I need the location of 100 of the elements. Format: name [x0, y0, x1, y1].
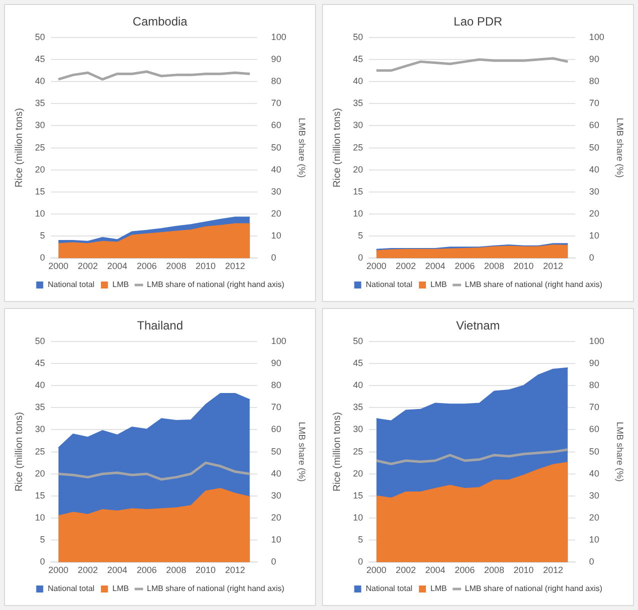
x-tick-label: 2002: [396, 261, 416, 272]
y2-tick-label: 50: [589, 142, 600, 152]
x-tick-label: 2010: [196, 565, 216, 576]
y-axis-title: Rice (million tons): [332, 412, 343, 492]
x-tick-label: 2006: [454, 261, 475, 272]
x-tick-label: 2000: [366, 565, 386, 576]
legend-label: LMB share of national (right hand axis): [146, 280, 285, 290]
legend-label: LMB: [112, 280, 129, 290]
y2-axis-title: LMB share (%): [615, 118, 626, 178]
y2-tick-label: 90: [271, 358, 282, 368]
y-tick-label: 15: [352, 490, 364, 500]
legend-label: National total: [366, 280, 413, 290]
x-tick-label: 2008: [166, 565, 186, 576]
y2-tick-label: 30: [271, 490, 282, 500]
y-tick-label: 45: [352, 54, 364, 64]
y2-tick-label: 80: [271, 380, 282, 390]
chart-title: Lao PDR: [454, 14, 503, 29]
y-tick-label: 35: [352, 98, 364, 108]
y-axis-title: Rice (million tons): [14, 108, 25, 188]
chart-title: Thailand: [136, 318, 184, 333]
y-tick-label: 10: [352, 208, 364, 219]
y2-tick-label: 30: [271, 186, 282, 196]
y-tick-label: 40: [352, 76, 364, 86]
y-tick-label: 15: [34, 186, 46, 196]
y2-tick-label: 60: [589, 120, 600, 130]
y2-tick-label: 60: [271, 424, 282, 434]
y-tick-label: 5: [358, 230, 364, 241]
x-tick-label: 2000: [366, 261, 386, 272]
y2-tick-label: 70: [589, 98, 600, 108]
chart-title: Cambodia: [132, 14, 188, 29]
x-tick-label: 2010: [514, 565, 534, 576]
y2-tick-label: 100: [271, 32, 286, 42]
y2-tick-label: 60: [271, 120, 282, 130]
y2-tick-label: 100: [589, 336, 604, 346]
legend-label: LMB: [430, 280, 447, 290]
y-axis-title: Rice (million tons): [14, 412, 25, 492]
y-tick-label: 30: [34, 120, 46, 130]
y2-axis-title: LMB share (%): [297, 118, 308, 178]
y-tick-label: 40: [34, 76, 46, 86]
y-tick-label: 50: [34, 32, 46, 42]
legend-label: LMB: [430, 584, 447, 594]
y-tick-label: 15: [352, 186, 364, 196]
legend-label: National total: [366, 584, 413, 594]
x-tick-label: 2012: [543, 565, 564, 576]
y2-tick-label: 10: [271, 534, 282, 545]
y2-tick-label: 0: [589, 556, 594, 567]
y-axis-title: Rice (million tons): [332, 108, 343, 188]
y2-tick-label: 80: [589, 76, 600, 86]
y2-tick-label: 20: [271, 208, 282, 219]
y-tick-label: 40: [352, 380, 364, 390]
y2-tick-label: 30: [589, 490, 600, 500]
y2-tick-label: 10: [271, 230, 282, 241]
y-tick-label: 35: [34, 98, 46, 108]
y2-tick-label: 80: [589, 380, 600, 390]
y2-tick-label: 20: [589, 512, 600, 523]
x-tick-label: 2002: [78, 261, 98, 272]
y2-tick-label: 70: [589, 402, 600, 412]
y-tick-label: 30: [352, 120, 364, 130]
y-tick-label: 10: [34, 512, 46, 523]
x-tick-label: 2000: [48, 565, 68, 576]
y2-tick-label: 20: [589, 208, 600, 219]
y2-tick-label: 0: [589, 252, 594, 263]
x-tick-label: 2010: [196, 261, 216, 272]
x-tick-label: 2006: [136, 261, 157, 272]
y-tick-label: 0: [40, 252, 46, 263]
y2-tick-label: 50: [589, 446, 600, 456]
y2-tick-label: 90: [271, 54, 282, 64]
y2-tick-label: 80: [271, 76, 282, 86]
y2-tick-label: 10: [589, 534, 600, 545]
y-tick-label: 30: [34, 424, 46, 434]
x-tick-label: 2000: [48, 261, 68, 272]
y-tick-label: 25: [34, 142, 46, 152]
x-tick-label: 2008: [166, 261, 186, 272]
y-tick-label: 0: [358, 252, 364, 263]
legend-label: LMB: [112, 584, 129, 594]
y-tick-label: 40: [34, 380, 46, 390]
y2-tick-label: 70: [271, 98, 282, 108]
y-tick-label: 5: [40, 534, 46, 545]
x-tick-label: 2012: [225, 261, 246, 272]
legend-label: National total: [48, 280, 95, 290]
y-tick-label: 50: [352, 32, 364, 42]
y-tick-label: 0: [40, 556, 46, 567]
x-tick-label: 2002: [78, 565, 98, 576]
y-tick-label: 25: [352, 142, 364, 152]
y-tick-label: 0: [358, 556, 364, 567]
y2-tick-label: 50: [271, 142, 282, 152]
x-tick-label: 2004: [107, 565, 128, 576]
y2-tick-label: 90: [589, 54, 600, 64]
y-tick-label: 20: [352, 468, 364, 478]
x-tick-label: 2006: [136, 565, 157, 576]
y-tick-label: 35: [352, 402, 364, 412]
y-tick-label: 5: [358, 534, 364, 545]
y-tick-label: 45: [34, 54, 46, 64]
y2-axis-title: LMB share (%): [615, 422, 626, 482]
y-tick-label: 50: [34, 336, 46, 346]
y2-tick-label: 70: [271, 402, 282, 412]
x-tick-label: 2008: [484, 261, 504, 272]
y-tick-label: 20: [34, 468, 46, 478]
y-tick-label: 10: [34, 208, 46, 219]
x-tick-label: 2010: [514, 261, 534, 272]
